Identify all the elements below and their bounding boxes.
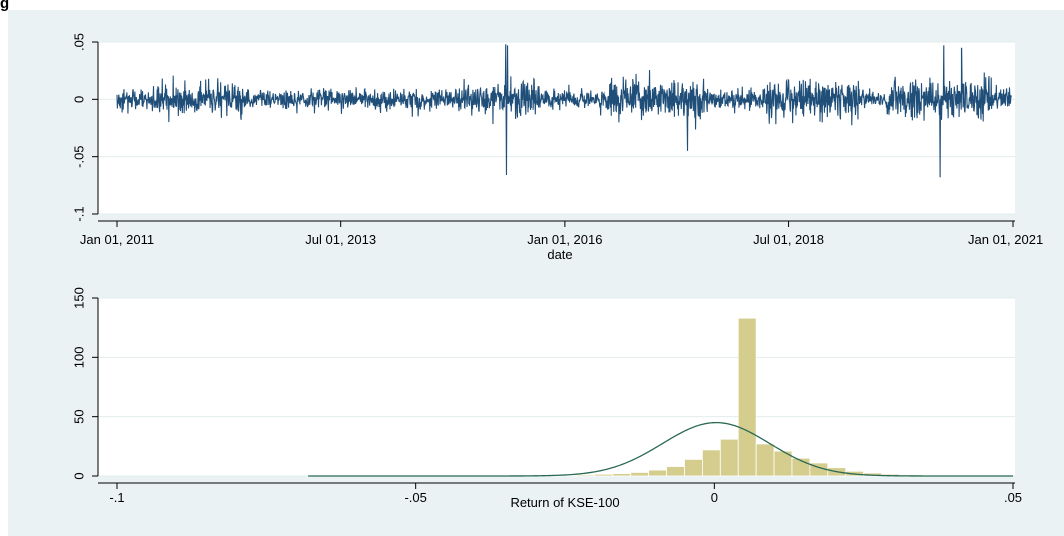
histogram-bar xyxy=(576,474,596,477)
histogram-bar xyxy=(648,469,667,477)
time-series-y-tick-label: -.05 xyxy=(71,145,86,167)
time-series-x-tick-label: Jul 01, 2018 xyxy=(753,232,824,247)
histogram-bar xyxy=(630,472,650,477)
histogram-y-tick-label: 50 xyxy=(71,409,86,423)
histogram-x-tick-label: .05 xyxy=(1004,490,1022,505)
time-series-x-ticks: Jan 01, 2011 Jul 01, 2013 Jan 01, 2016 Jul … xyxy=(80,221,1043,247)
histogram-x-axis-title: Return of KSE-100 xyxy=(510,495,619,510)
histogram-x-ticks: -.1 -.05 0 .05 xyxy=(109,483,1022,505)
time-series-plot-area xyxy=(98,42,1015,214)
time-series-y-tick-label: .05 xyxy=(71,33,86,51)
time-series-x-tick-label: Jan 01, 2011 xyxy=(80,232,154,247)
histogram-bar xyxy=(612,473,632,477)
histogram-x-tick-label: 0 xyxy=(711,490,718,505)
histogram-bar xyxy=(719,438,739,477)
time-series-x-tick-label: Jan 01, 2021 xyxy=(968,232,1043,247)
normal-density-curve xyxy=(308,421,1013,477)
histogram-bar xyxy=(737,317,757,477)
histogram-x-tick-label: -.1 xyxy=(109,490,124,505)
time-series-x-tick-label: Jul 01, 2013 xyxy=(305,232,376,247)
histogram-plot-area xyxy=(98,298,1015,476)
histogram-bar xyxy=(701,449,721,477)
time-series-x-axis-title: date xyxy=(547,247,572,262)
histogram-y-tick-label: 0 xyxy=(71,472,86,479)
time-series-x-tick-label: Jan 01, 2016 xyxy=(527,232,602,247)
time-series-panel: -.1-.050.05 Jan 01, 2011 Jul 01, 2013 Jan … xyxy=(71,33,1043,262)
histogram-x-tick-label: -.05 xyxy=(404,490,426,505)
histogram-bar xyxy=(666,466,685,477)
histogram-bar xyxy=(755,443,775,477)
clipped-label: g xyxy=(0,0,10,12)
time-series-y-tick-label: 0 xyxy=(71,96,86,103)
time-series-y-ticks: -.1 -.05 0 .05 xyxy=(71,33,98,222)
return-series-line xyxy=(116,44,1012,178)
histogram-bar xyxy=(684,458,703,477)
time-series-y-tick-label: -.1 xyxy=(71,206,86,221)
histogram-bar xyxy=(594,473,614,477)
histogram-y-tick-label: 100 xyxy=(71,346,86,368)
histogram-y-ticks: 0 50 100 150 xyxy=(71,287,98,480)
histogram-y-tick-label: 150 xyxy=(71,287,86,309)
histogram-panel: 0 50 100 150 -.1 -.05 0 .05 Return of KSE-100 xyxy=(71,287,1022,510)
